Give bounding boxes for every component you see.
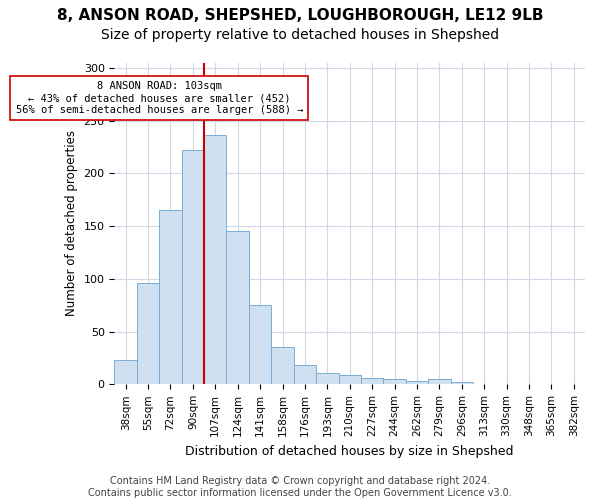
X-axis label: Distribution of detached houses by size in Shepshed: Distribution of detached houses by size … [185,444,514,458]
Bar [226,232,249,384]
Bar [182,150,204,384]
Text: Size of property relative to detached houses in Shepshed: Size of property relative to detached ho… [101,28,499,42]
Bar [137,283,159,384]
Text: 8, ANSON ROAD, SHEPSHED, LOUGHBOROUGH, LE12 9LB: 8, ANSON ROAD, SHEPSHED, LOUGHBOROUGH, L… [57,8,543,22]
Bar [451,382,473,384]
Bar [204,136,226,384]
Bar [406,381,428,384]
Bar [294,366,316,384]
Y-axis label: Number of detached properties: Number of detached properties [65,130,78,316]
Bar [249,305,271,384]
Bar [271,348,294,385]
Bar [115,360,137,384]
Text: 8 ANSON ROAD: 103sqm
← 43% of detached houses are smaller (452)
56% of semi-deta: 8 ANSON ROAD: 103sqm ← 43% of detached h… [16,82,303,114]
Text: Contains HM Land Registry data © Crown copyright and database right 2024.
Contai: Contains HM Land Registry data © Crown c… [88,476,512,498]
Bar [316,372,338,384]
Bar [338,375,361,384]
Bar [361,378,383,384]
Bar [383,379,406,384]
Bar [428,379,451,384]
Bar [159,210,182,384]
